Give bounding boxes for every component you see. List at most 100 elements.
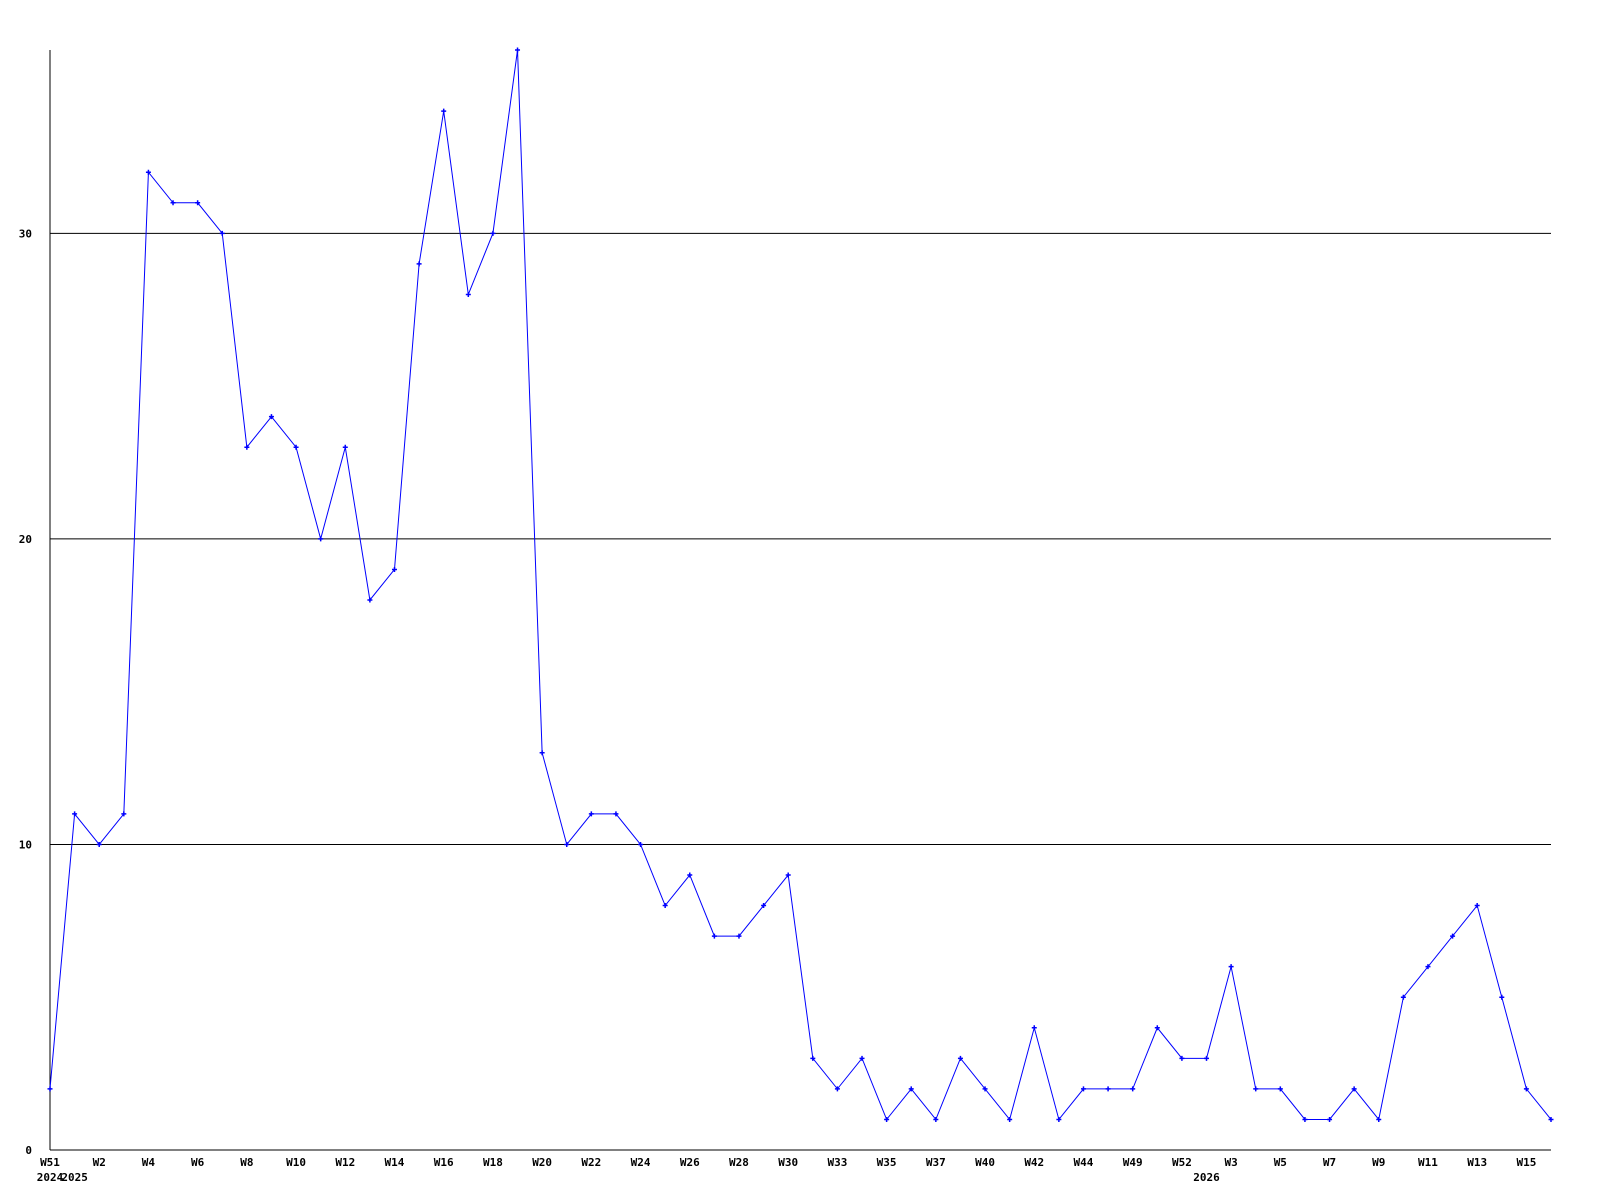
data-point [761,903,767,909]
data-point [293,444,299,450]
x-tick-label: W22 [581,1156,601,1169]
data-point [391,566,397,572]
x-tick-label: W3 [1224,1156,1237,1169]
data-point [539,750,545,756]
x-tick-label: W30 [778,1156,798,1169]
data-point [982,1086,988,1092]
data-point [1204,1055,1210,1061]
data-point [1007,1116,1013,1122]
data-point [1130,1086,1136,1092]
year-label: 2025 [61,1171,88,1184]
x-tick-label: W12 [335,1156,355,1169]
data-point [318,536,324,542]
data-point [465,291,471,297]
x-tick-label: W52 [1172,1156,1192,1169]
data-point [1548,1116,1554,1122]
x-tick-label: W15 [1516,1156,1536,1169]
x-tick-label: W37 [926,1156,946,1169]
data-point [834,1086,840,1092]
x-tick-label: W33 [827,1156,847,1169]
y-tick-labels: 0 10 20 30 [19,227,32,1157]
x-tick-label: W2 [93,1156,106,1169]
data-point [96,841,102,847]
data-point [908,1086,914,1092]
data-point [1277,1086,1283,1092]
x-tick-label: W14 [385,1156,405,1169]
year-label: 2024 [37,1171,64,1184]
data-point [121,811,127,817]
series-line [47,47,1554,1122]
x-tick-label: W26 [680,1156,700,1169]
data-point [564,841,570,847]
data-point [1056,1116,1062,1122]
x-tick-label: W5 [1274,1156,1287,1169]
data-point [613,811,619,817]
data-point [711,933,717,939]
data-point [1253,1086,1259,1092]
x-tick-label: W40 [975,1156,995,1169]
x-tick-label: W35 [877,1156,897,1169]
gridlines [50,232,1551,845]
x-tick-label: W8 [240,1156,253,1169]
y-tick-label: 20 [19,533,32,546]
data-point [588,811,594,817]
data-point [1302,1116,1308,1122]
data-point [810,1055,816,1061]
data-point [1376,1116,1382,1122]
x-tick-label: W20 [532,1156,552,1169]
x-tick-label: W44 [1074,1156,1094,1169]
data-point [1179,1055,1185,1061]
y-tick-label: 0 [25,1144,32,1157]
x-tick-label: W10 [286,1156,306,1169]
data-point [957,1055,963,1061]
data-point [933,1116,939,1122]
x-tick-label: W11 [1418,1156,1438,1169]
series-polyline [49,49,1552,1121]
data-point [687,872,693,878]
x-tick-label: W4 [142,1156,156,1169]
y-tick-label: 30 [19,227,32,240]
data-point [638,841,644,847]
data-point [1228,964,1234,970]
data-point [490,230,496,236]
data-point [736,933,742,939]
x-tick-label: W7 [1323,1156,1336,1169]
x-tick-label: W16 [434,1156,454,1169]
data-point [515,47,521,53]
data-point [1080,1086,1086,1092]
x-tick-label: W24 [631,1156,651,1169]
data-point [1031,1025,1037,1031]
year-label: 2026 [1193,1171,1220,1184]
data-point [1400,994,1406,1000]
data-point [170,200,176,206]
data-point [219,230,225,236]
data-point [1154,1025,1160,1031]
data-point [72,811,78,817]
y-tick-label: 10 [19,838,32,851]
data-point [859,1055,865,1061]
x-tick-label: W6 [191,1156,205,1169]
data-point [47,1086,53,1092]
data-point [367,597,373,603]
data-point [195,200,201,206]
x-tick-label: W42 [1024,1156,1044,1169]
data-point [1523,1086,1529,1092]
data-point [1351,1086,1357,1092]
x-tick-label: W49 [1123,1156,1143,1169]
x-tick-label: W18 [483,1156,503,1169]
data-point [1474,903,1480,909]
x-tick-label: W9 [1372,1156,1385,1169]
data-point [1499,994,1505,1000]
data-point [145,169,151,175]
data-point [1105,1086,1111,1092]
data-point [441,108,447,114]
x-tick-label: W28 [729,1156,749,1169]
x-tick-label: W13 [1467,1156,1487,1169]
x-tick-labels: W51 W2 W4 W6 W8 W10 W12 W14 W16 W18 W20 W22 W24 W26 W2… [40,1156,1536,1169]
data-point [1425,964,1431,970]
data-point [662,903,668,909]
data-point [268,414,274,420]
data-point [884,1116,890,1122]
